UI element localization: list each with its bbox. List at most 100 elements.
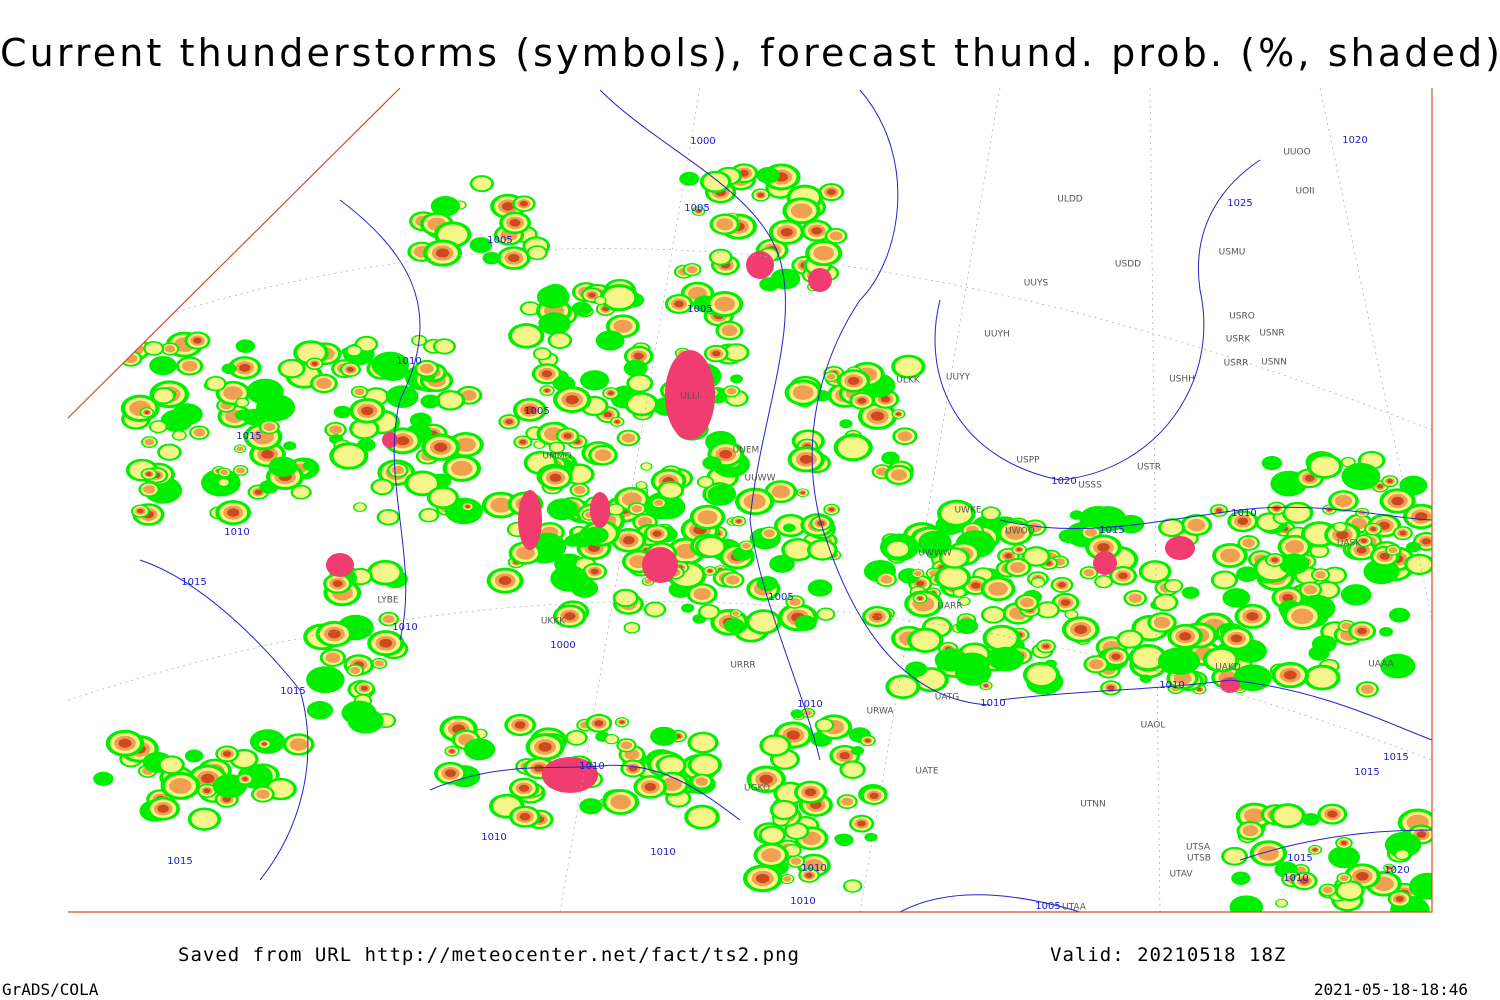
isobar-label: 1020 <box>1051 476 1076 487</box>
shade-cell <box>1242 538 1255 548</box>
shade-cell <box>420 394 441 409</box>
shade-cell <box>505 419 513 425</box>
shade-cell <box>804 788 817 797</box>
source-url: Saved from URL http://meteocenter.net/fa… <box>178 944 800 966</box>
shade-cell <box>567 731 586 744</box>
shade-cell <box>799 454 813 464</box>
shade-cell <box>149 355 177 376</box>
shade-cell <box>153 389 174 403</box>
shade-cell <box>695 777 708 786</box>
shade-cell <box>845 880 861 892</box>
shade-cell <box>693 587 711 601</box>
shade-cell <box>316 377 332 389</box>
shade-cell <box>1231 871 1251 886</box>
shade-cell <box>333 405 352 419</box>
shade-cell <box>528 246 546 259</box>
shade-cell <box>905 661 928 677</box>
shade-cell <box>482 251 501 265</box>
probability-shading <box>93 163 1432 912</box>
shade-cell <box>508 254 520 263</box>
shade-cell <box>341 700 377 726</box>
shade-cell <box>280 360 303 377</box>
shade-cell <box>144 410 150 415</box>
isobar-label: 1005 <box>768 592 793 603</box>
shade-cell <box>1246 612 1259 621</box>
isobar-label: 1015 <box>1099 525 1124 536</box>
isobar-label: 1000 <box>690 136 715 147</box>
shade-cell <box>1379 552 1390 560</box>
shade-cell <box>580 370 610 391</box>
isobar-label: 1010 <box>481 832 506 843</box>
thunderstorm-symbol <box>590 492 610 528</box>
shade-cell <box>1360 684 1374 694</box>
shade-cell <box>1273 506 1280 511</box>
shade-cell <box>917 596 923 601</box>
shade-cell <box>1206 649 1236 670</box>
shade-cell <box>700 605 718 618</box>
shade-cell <box>1097 543 1110 552</box>
shade-cell <box>783 523 796 533</box>
shade-cell <box>696 209 701 213</box>
shade-cell <box>1377 484 1384 489</box>
station-code: USSS <box>1078 481 1102 491</box>
station-code: UWOO <box>1005 527 1035 537</box>
station-code: USTR <box>1137 463 1161 473</box>
shade-cell <box>850 745 865 756</box>
shade-cell <box>1032 578 1044 587</box>
isobar-label: 1010 <box>1283 873 1308 884</box>
shade-cell <box>1096 576 1112 587</box>
shade-cell <box>546 498 579 521</box>
shade-cell <box>549 473 562 482</box>
shade-cell <box>283 441 297 451</box>
shade-cell <box>519 200 528 207</box>
shade-cell <box>564 535 581 547</box>
shade-cell <box>1334 494 1353 507</box>
shade-cell <box>1303 585 1318 595</box>
shade-cell <box>1311 635 1337 653</box>
station-code: UTNN <box>1080 800 1106 810</box>
isobar-label: 1010 <box>790 896 815 907</box>
shade-cell <box>498 576 512 586</box>
shade-cell <box>686 265 698 274</box>
shade-cell <box>880 575 893 584</box>
station-code: UAOL <box>1141 721 1166 731</box>
station-code: UWWW <box>918 549 951 559</box>
shade-cell <box>869 792 879 799</box>
shade-cell <box>1322 886 1333 894</box>
isobar-label: 1020 <box>1342 135 1367 146</box>
shade-cell <box>235 339 256 353</box>
shade-cell <box>221 363 237 374</box>
shade-cell <box>524 405 536 414</box>
shade-cell <box>839 419 853 429</box>
shade-cell <box>1325 568 1345 583</box>
shade-cell <box>379 510 398 524</box>
shade-cell <box>857 820 866 827</box>
shade-cell <box>813 245 835 261</box>
shade-cell <box>894 357 922 377</box>
isobar-label: 1010 <box>224 527 249 538</box>
shade-cell <box>771 485 791 499</box>
shade-cell <box>1179 632 1192 641</box>
shade-cell <box>1042 643 1050 649</box>
shade-cell <box>749 612 778 632</box>
shade-cell <box>352 420 377 438</box>
shade-cell <box>1416 831 1427 838</box>
shade-cell <box>1010 562 1026 573</box>
station-code: UAAA <box>1368 660 1394 670</box>
station-code: USMU <box>1219 248 1246 258</box>
shade-cell <box>763 529 775 538</box>
shade-cell <box>361 406 374 416</box>
shade-cell <box>1310 456 1339 477</box>
shade-cell <box>256 393 296 422</box>
shade-cell <box>137 508 144 514</box>
shade-cell <box>698 477 713 487</box>
shade-cell <box>780 228 793 237</box>
thunderstorm-symbol <box>808 268 832 292</box>
shade-cell <box>1279 553 1310 575</box>
shade-cell <box>289 738 308 751</box>
isobar-label: 1010 <box>801 863 826 874</box>
station-code: UATG <box>935 693 960 703</box>
shade-cell <box>1316 582 1338 598</box>
shade-cell <box>419 363 434 374</box>
